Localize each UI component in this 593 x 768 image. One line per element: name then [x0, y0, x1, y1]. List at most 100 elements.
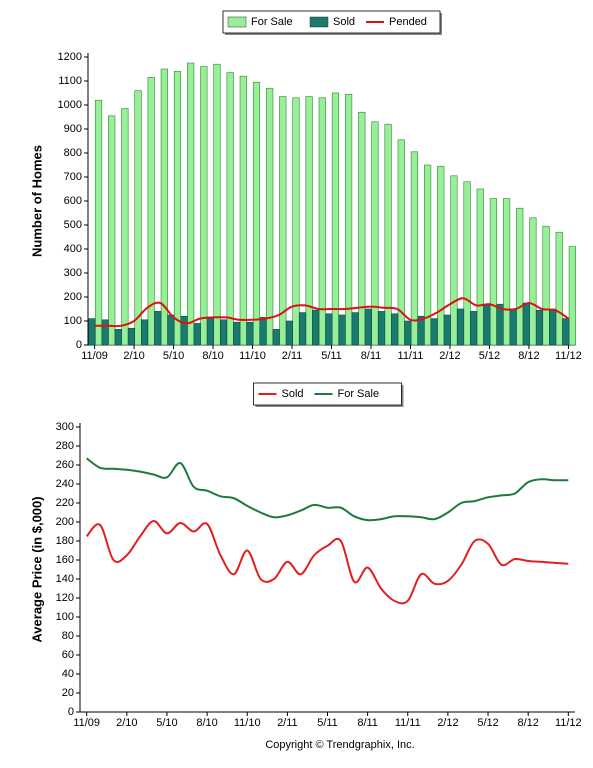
line — [94, 297, 569, 328]
legend-label: For Sale — [338, 388, 380, 400]
y-tick-label: 300 — [64, 267, 82, 279]
y-tick-label: 260 — [56, 459, 74, 471]
bar — [410, 151, 419, 346]
x-tick-label: 5/10 — [163, 350, 184, 362]
y-tick-label: 200 — [64, 291, 82, 303]
x-tick-label: 11/09 — [81, 350, 108, 362]
y-tick-label: 500 — [64, 219, 82, 231]
bar — [463, 181, 471, 346]
bar — [114, 329, 122, 346]
legend-label: Pended — [389, 16, 427, 28]
bar — [180, 315, 188, 346]
bar — [88, 318, 96, 346]
bar — [345, 93, 353, 346]
bar — [226, 72, 234, 346]
bar — [483, 305, 491, 346]
x-tick-label: 11/11 — [395, 717, 421, 729]
y-tick-label: 140 — [56, 573, 74, 585]
x-tick-label: 11/10 — [239, 350, 266, 362]
bar — [364, 308, 372, 346]
bar — [160, 68, 168, 346]
x-tick-label: 2/11 — [282, 350, 303, 362]
bar — [292, 97, 300, 346]
x-tick-label: 8/10 — [196, 717, 217, 729]
y-tick-label: 0 — [76, 339, 82, 351]
bar — [496, 303, 504, 346]
x-tick-label: 2/11 — [277, 717, 298, 729]
x-tick-label: 2/12 — [437, 717, 458, 729]
bar — [259, 317, 267, 346]
bar — [200, 66, 208, 346]
bar — [535, 309, 544, 346]
legend-box — [222, 10, 441, 34]
bar — [219, 319, 228, 346]
bar — [246, 321, 254, 346]
x-tick-label: 2/10 — [123, 350, 144, 362]
y-tick-label: 600 — [64, 195, 82, 207]
bar — [470, 311, 478, 346]
x-tick-label: 8/12 — [517, 717, 538, 729]
x-tick-label: 5/12 — [477, 717, 498, 729]
y-axis-title: Number of Homes — [29, 145, 44, 257]
bar — [476, 188, 484, 346]
bar — [430, 318, 438, 346]
bar — [562, 318, 570, 346]
footer: Copyright © Trendgraphix, Inc. — [265, 739, 414, 751]
bar — [404, 320, 412, 346]
y-axis-title: Average Price (in $,000) — [29, 496, 44, 642]
bar — [127, 327, 136, 346]
bar — [298, 312, 307, 346]
bar — [206, 318, 214, 346]
bar — [331, 92, 340, 346]
bar — [187, 62, 195, 346]
bar — [437, 165, 445, 346]
bar — [279, 96, 287, 346]
bar — [134, 90, 142, 346]
bar — [502, 198, 511, 346]
bar — [318, 97, 326, 346]
y-tick-label: 300 — [56, 421, 74, 433]
bar — [489, 198, 497, 346]
y-tick-label: 100 — [64, 315, 82, 327]
y-tick-label: 800 — [64, 147, 82, 159]
y-tick-label: 700 — [64, 171, 82, 183]
bar — [233, 321, 241, 346]
x-tick-label: 5/11 — [317, 717, 338, 729]
bar — [213, 63, 221, 346]
bar — [338, 314, 346, 346]
x-tick-label: 11/09 — [73, 717, 100, 729]
bar — [167, 314, 175, 346]
x-tick-label: 2/10 — [116, 717, 137, 729]
bar — [423, 164, 432, 346]
bar — [351, 312, 359, 346]
bar — [417, 315, 425, 346]
x-tick-label: 11/12 — [555, 717, 582, 729]
bar — [568, 246, 576, 346]
y-tick-label: 900 — [64, 123, 82, 135]
bar — [456, 308, 465, 346]
y-tick-label: 200 — [56, 516, 74, 528]
bar — [377, 311, 386, 346]
bar — [371, 121, 379, 346]
line — [85, 520, 569, 605]
legend-label: For Sale — [251, 16, 293, 28]
y-tick-label: 1200 — [58, 51, 82, 63]
bar — [94, 99, 103, 346]
bar — [252, 81, 261, 346]
bar — [516, 207, 524, 346]
y-tick-label: 280 — [56, 440, 74, 452]
legend-label: Sold — [282, 388, 304, 400]
bar — [549, 308, 557, 346]
x-tick-label: 11/10 — [234, 717, 261, 729]
bar — [285, 320, 293, 346]
bar — [193, 323, 201, 346]
bar — [529, 217, 537, 346]
y-tick-label: 0 — [68, 706, 74, 718]
bar — [325, 313, 333, 346]
bar — [305, 96, 313, 346]
x-tick-label: 5/11 — [321, 350, 342, 362]
legend-label: Sold — [333, 16, 355, 28]
bar — [397, 139, 405, 346]
x-tick-label: 8/10 — [202, 350, 223, 362]
